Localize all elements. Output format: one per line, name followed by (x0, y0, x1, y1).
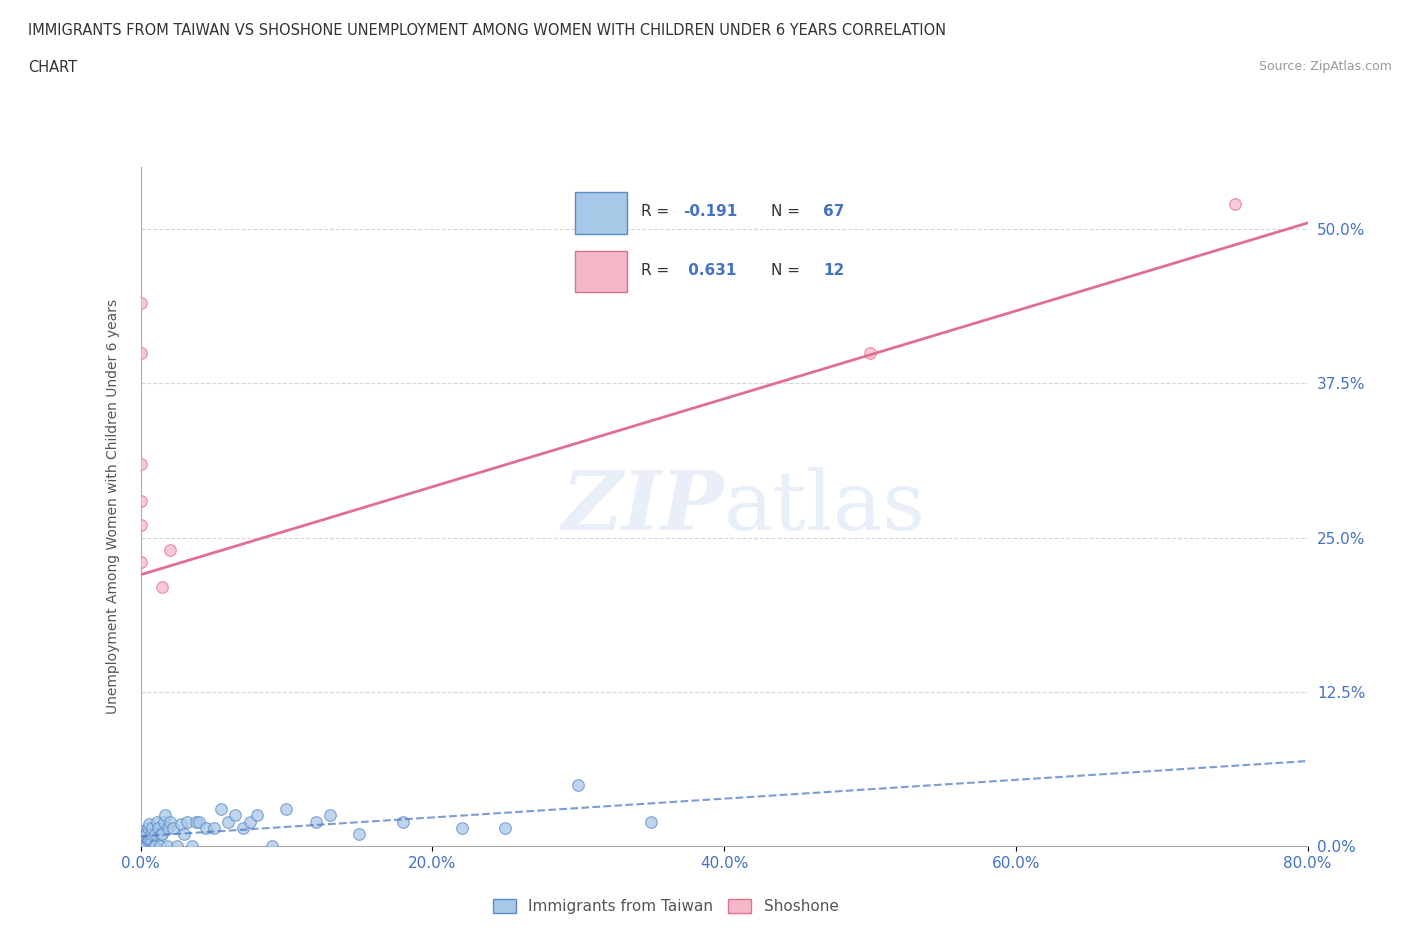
Point (1223, 197, 1246, 212)
Point (640, 814, 662, 829)
Point (129, 839, 152, 854)
Y-axis label: Unemployment Among Women with Children Under 6 years: Unemployment Among Women with Children U… (105, 299, 120, 714)
Point (239, 814, 262, 829)
Point (129, 827, 152, 842)
Point (136, 820, 159, 835)
Point (224, 808, 246, 823)
Point (150, 827, 173, 842)
Point (859, 345, 882, 360)
Point (132, 839, 155, 854)
Point (141, 820, 163, 835)
Point (143, 827, 166, 842)
Point (145, 814, 167, 829)
Point (195, 820, 218, 835)
Point (159, 814, 181, 829)
Point (209, 802, 232, 817)
Point (131, 839, 153, 854)
Point (184, 814, 207, 829)
Point (349, 827, 371, 842)
Point (494, 820, 516, 835)
Point (152, 827, 174, 842)
Point (450, 820, 472, 835)
Point (217, 814, 239, 829)
Point (129, 345, 152, 360)
Point (132, 832, 155, 847)
Point (159, 542, 181, 557)
Point (148, 839, 170, 854)
Point (129, 457, 152, 472)
Point (246, 808, 269, 823)
Point (170, 817, 193, 831)
Point (202, 820, 225, 835)
Point (129, 518, 152, 533)
Point (129, 832, 152, 847)
Point (392, 814, 415, 829)
Point (319, 808, 342, 823)
Point (131, 824, 153, 839)
Point (153, 814, 176, 829)
Point (134, 829, 156, 844)
Legend: Immigrants from Taiwan, Shoshone: Immigrants from Taiwan, Shoshone (486, 893, 845, 920)
Point (134, 839, 156, 854)
Point (157, 820, 180, 835)
Point (139, 832, 162, 847)
Point (129, 839, 152, 854)
Point (138, 832, 160, 847)
Point (129, 839, 152, 854)
Point (176, 814, 198, 829)
Text: Source: ZipAtlas.com: Source: ZipAtlas.com (1258, 60, 1392, 73)
Point (129, 839, 152, 854)
Point (162, 820, 184, 835)
Point (129, 839, 152, 854)
Point (129, 555, 152, 570)
Text: ZIP: ZIP (561, 467, 724, 547)
Point (260, 839, 283, 854)
Point (138, 817, 160, 831)
Point (166, 839, 188, 854)
Point (305, 814, 328, 829)
Point (156, 839, 179, 854)
Point (152, 579, 174, 594)
Point (129, 296, 152, 311)
Point (135, 839, 157, 854)
Point (142, 839, 165, 854)
Text: atlas: atlas (724, 467, 927, 547)
Point (276, 802, 298, 817)
Point (129, 839, 152, 854)
Point (129, 493, 152, 508)
Point (129, 829, 152, 844)
Point (188, 814, 211, 829)
Point (131, 839, 153, 854)
Point (180, 839, 202, 854)
Point (131, 832, 153, 847)
Point (129, 839, 152, 854)
Text: CHART: CHART (28, 60, 77, 75)
Point (146, 820, 169, 835)
Point (136, 832, 159, 847)
Point (132, 827, 155, 842)
Point (232, 820, 254, 835)
Point (135, 827, 157, 842)
Point (567, 777, 589, 792)
Point (155, 808, 177, 823)
Text: IMMIGRANTS FROM TAIWAN VS SHOSHONE UNEMPLOYMENT AMONG WOMEN WITH CHILDREN UNDER : IMMIGRANTS FROM TAIWAN VS SHOSHONE UNEMP… (28, 23, 946, 38)
Point (143, 839, 166, 854)
Point (173, 827, 195, 842)
Point (139, 827, 162, 842)
